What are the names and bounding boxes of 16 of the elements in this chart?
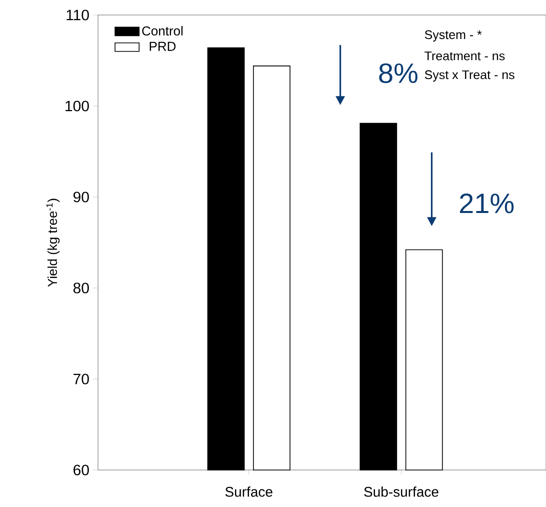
y-tick-label: 60 [74,464,89,476]
y-tick-label: 90 [74,192,89,202]
y-tick-label: 110 [66,10,89,20]
annotation: System - * [424,30,482,42]
y-tick-label: 80 [73,282,89,294]
x-tick-label: Surface [225,486,272,497]
annotation: Syst x Treat - ns [424,70,514,82]
legend-label: PRD [150,42,176,51]
y-tick-label: 70 [74,374,89,384]
y-axis-title: Yield (kg tree$^{-1}$) [46,198,60,287]
annotation: 21% [460,194,514,214]
annotation: Treatment - ns [424,52,505,60]
y-tick-label: 100 [66,100,89,112]
legend-label: Control [142,26,183,36]
x-tick-label: Sub-surface [364,486,438,497]
annotation: 8% [379,63,418,84]
